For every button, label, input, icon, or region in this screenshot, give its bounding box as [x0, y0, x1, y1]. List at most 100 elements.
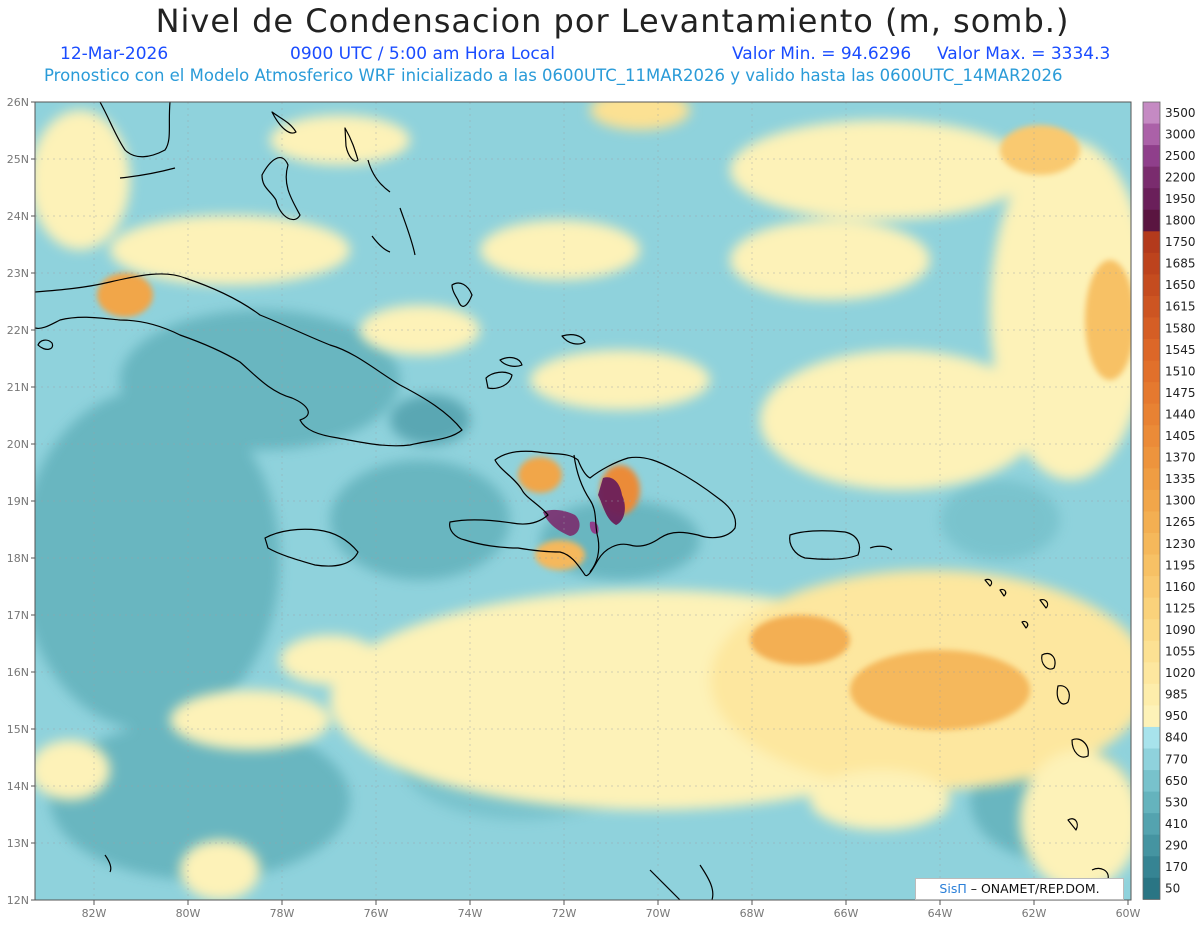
- lon-tick-label: 70W: [646, 907, 671, 920]
- lat-tick-label: 14N: [7, 780, 29, 793]
- colorbar-swatch: [1143, 619, 1160, 642]
- colorbar-label: 1615: [1165, 300, 1196, 314]
- lat-tick-label: 21N: [7, 381, 29, 394]
- colorbar-swatch: [1143, 877, 1160, 900]
- colorbar-swatch: [1143, 123, 1160, 146]
- forecast-time: 0900 UTC / 5:00 am Hora Local: [290, 44, 555, 64]
- colorbar-swatch: [1143, 166, 1160, 189]
- lat-tick-label: 13N: [7, 837, 29, 850]
- colorbar-swatch: [1143, 274, 1160, 297]
- colorbar-label: 1580: [1165, 321, 1196, 335]
- colorbar-label: 410: [1165, 817, 1188, 831]
- colorbar-swatch: [1143, 597, 1160, 620]
- sispi-logo: SisΠ: [939, 881, 967, 896]
- lat-tick-label: 17N: [7, 609, 29, 622]
- lon-tick-label: 76W: [364, 907, 389, 920]
- colorbar-swatch: [1143, 317, 1160, 340]
- colorbar-label: 1230: [1165, 537, 1196, 551]
- colorbar-label: 985: [1165, 688, 1188, 702]
- colorbar-label: 2500: [1165, 149, 1196, 163]
- colorbar-swatch: [1143, 145, 1160, 168]
- colorbar-label: 1685: [1165, 257, 1196, 271]
- lon-tick-label: 80W: [176, 907, 201, 920]
- min-value: Valor Min. = 94.6296: [732, 44, 912, 64]
- colorbar-label: 1800: [1165, 214, 1196, 228]
- colorbar-label: 1440: [1165, 407, 1196, 421]
- lon-tick-label: 62W: [1022, 907, 1047, 920]
- forecast-date: 12-Mar-2026: [60, 44, 169, 64]
- colorbar-label: 1020: [1165, 666, 1196, 680]
- colorbar-label: 3000: [1165, 127, 1196, 141]
- colorbar-label: 1055: [1165, 645, 1196, 659]
- colorbar-swatch: [1143, 231, 1160, 254]
- latitude-axis: 26N 25N 24N 23N 22N 21N 20N 19N 18N 17N 16N 15N 14N 1…: [7, 96, 35, 907]
- colorbar-label: 1195: [1165, 558, 1196, 572]
- colorbar-swatch: [1143, 748, 1160, 771]
- colorbar-label: 1750: [1165, 235, 1196, 249]
- colorbar-label: 1125: [1165, 601, 1196, 615]
- colorbar-label: 2200: [1165, 170, 1196, 184]
- lat-tick-label: 26N: [7, 96, 29, 109]
- colorbar-swatch: [1143, 533, 1160, 555]
- map-title: Nivel de Condensacion por Levantamiento …: [155, 2, 1070, 40]
- graticule: [35, 102, 1131, 900]
- lat-tick-label: 22N: [7, 324, 29, 337]
- colorbar-label: 950: [1165, 709, 1188, 723]
- colorbar-swatch: [1143, 295, 1160, 318]
- colorbar-label: 1300: [1165, 494, 1196, 508]
- lon-tick-label: 72W: [552, 907, 577, 920]
- lon-tick-label: 74W: [458, 907, 483, 920]
- colorbar-label: 1405: [1165, 429, 1196, 443]
- lon-tick-label: 82W: [82, 907, 107, 920]
- colorbar-swatch: [1143, 339, 1160, 361]
- colorbar-label: 770: [1165, 752, 1188, 766]
- colorbar-swatch: [1143, 856, 1160, 879]
- colorbar-swatch: [1143, 102, 1160, 124]
- colorbar-swatch: [1143, 705, 1160, 728]
- colorbar-label: 1510: [1165, 364, 1196, 378]
- colorbar-swatch: [1143, 813, 1160, 836]
- lat-tick-label: 16N: [7, 666, 29, 679]
- colorbar-label: 1370: [1165, 451, 1196, 465]
- lat-tick-label: 23N: [7, 267, 29, 280]
- map-field: [35, 102, 1131, 900]
- lat-tick-label: 15N: [7, 723, 29, 736]
- colorbar-swatch: [1143, 382, 1160, 405]
- lon-tick-label: 60W: [1116, 907, 1141, 920]
- colorbar-label: 50: [1165, 882, 1180, 896]
- jamaica-coast: [264, 528, 359, 567]
- colorbar-label: 1090: [1165, 623, 1196, 637]
- colorbar-swatch: [1143, 209, 1160, 232]
- colorbar-label: 650: [1165, 774, 1188, 788]
- colorbar-swatch: [1143, 726, 1160, 749]
- colorbar-swatch: [1143, 770, 1160, 792]
- longitude-axis: 82W 80W 78W 76W 74W 72W 70W 68W 66W 64W 62W 60W: [82, 900, 1141, 920]
- puerto-rico-coast: [789, 530, 861, 560]
- lat-tick-label: 19N: [7, 495, 29, 508]
- lat-tick-label: 25N: [7, 153, 29, 166]
- colorbar-swatch: [1143, 446, 1160, 469]
- colorbar-swatch: [1143, 511, 1160, 534]
- colorbar-label: 1160: [1165, 580, 1196, 594]
- colorbar-swatch: [1143, 468, 1160, 491]
- lon-tick-label: 66W: [834, 907, 859, 920]
- colorbar-label: 840: [1165, 731, 1188, 745]
- colorbar-swatch: [1143, 554, 1160, 577]
- colorbar-label: 1545: [1165, 343, 1196, 357]
- colorbar-label: 1475: [1165, 386, 1196, 400]
- colorbar-label: 170: [1165, 860, 1188, 874]
- colorbar-swatch: [1143, 403, 1160, 426]
- lat-tick-label: 24N: [7, 210, 29, 223]
- colorbar-swatch: [1143, 834, 1160, 857]
- max-value: Valor Max. = 3334.3: [937, 44, 1111, 64]
- lon-tick-label: 64W: [928, 907, 953, 920]
- colorbar-swatch: [1143, 188, 1160, 211]
- hispaniola-coast: [449, 450, 737, 577]
- lon-tick-label: 68W: [740, 907, 765, 920]
- coastlines: [35, 102, 1109, 900]
- lon-tick-label: 78W: [270, 907, 295, 920]
- colorbar-label: 530: [1165, 795, 1188, 809]
- credit-box: SisΠ – ONAMET/REP.DOM.: [915, 878, 1124, 900]
- lat-tick-label: 12N: [7, 894, 29, 907]
